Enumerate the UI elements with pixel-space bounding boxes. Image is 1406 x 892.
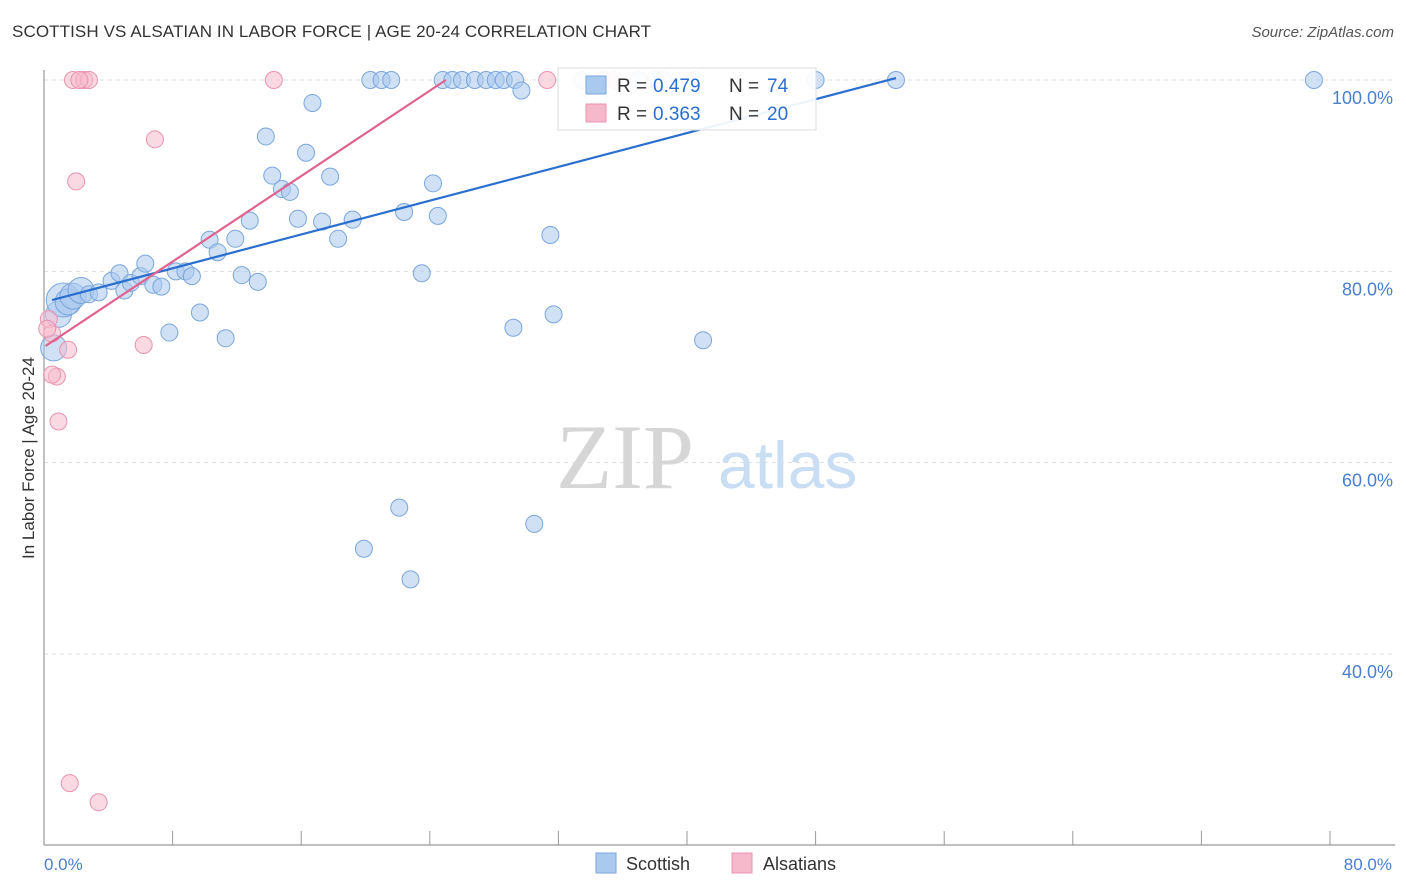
stats-r-label-alsatian: R = <box>617 104 647 125</box>
scottish-point <box>541 225 560 244</box>
stats-n-label-alsatian: N = <box>729 104 759 125</box>
scottish-point <box>190 303 209 322</box>
alsatian-point <box>67 172 86 191</box>
alsatian-point <box>49 412 68 431</box>
alsatian-point <box>43 365 62 384</box>
scottish-point <box>390 498 409 517</box>
scottish-point <box>428 206 447 225</box>
y-tick-label: 40.0% <box>1342 662 1393 682</box>
stats-n-value-scottish: 74 <box>767 76 789 97</box>
scottish-point <box>288 209 307 228</box>
scottish-point <box>160 323 179 342</box>
alsatian-point <box>60 774 79 793</box>
scottish-point <box>354 539 373 558</box>
chart-title: SCOTTISH VS ALSATIAN IN LABOR FORCE | AG… <box>12 22 652 41</box>
scottish-point <box>152 277 171 296</box>
scottish-point <box>424 174 443 193</box>
points-layer <box>38 71 1323 812</box>
alsatian-point <box>134 335 153 354</box>
y-tick-labels: 40.0% 60.0% 80.0% 100.0% <box>1332 88 1393 682</box>
y-tick-label: 60.0% <box>1342 471 1393 491</box>
y-axis-label: In Labor Force | Age 20-24 <box>19 357 38 559</box>
alsatian-point <box>145 130 164 149</box>
alsatian-point <box>538 71 557 89</box>
scottish-point <box>226 229 245 248</box>
watermark-zip: ZIP <box>556 406 694 508</box>
scottish-point <box>512 81 531 100</box>
scottish-point <box>321 167 340 186</box>
alsatian-point <box>59 340 78 359</box>
scottish-point <box>382 71 401 89</box>
stats-n-value-alsatian: 20 <box>767 104 788 125</box>
y-tick-label: 80.0% <box>1342 279 1393 299</box>
scottish-point <box>544 305 563 324</box>
scottish-point <box>412 264 431 283</box>
watermark-atlas: atlas <box>718 428 857 502</box>
stats-swatch-alsatian <box>585 103 607 123</box>
scottish-point <box>240 211 259 230</box>
series-legend: Scottish Alsatians <box>595 852 836 874</box>
scottish-point <box>263 166 282 185</box>
legend-label-alsatian: Alsatians <box>763 854 836 874</box>
x-ticks <box>43 831 1331 845</box>
stats-swatch-scottish <box>585 75 607 95</box>
y-tick-label: 100.0% <box>1332 88 1393 108</box>
scottish-point <box>504 318 523 337</box>
scottish-point <box>232 266 251 285</box>
stats-r-value-alsatian: 0.363 <box>653 104 701 125</box>
alsatian-trend-line <box>44 79 447 347</box>
scottish-point <box>329 229 348 248</box>
stats-r-value-scottish: 0.479 <box>653 76 701 97</box>
alsatian-point <box>38 319 57 338</box>
stats-r-label-scottish: R = <box>617 76 647 97</box>
scottish-point <box>136 254 155 273</box>
scottish-point <box>248 272 267 291</box>
alsatian-point <box>89 793 108 812</box>
scottish-point <box>216 329 235 348</box>
stats-n-label-scottish: N = <box>729 76 759 97</box>
x-tick-label-min: 0.0% <box>44 855 83 874</box>
scottish-point <box>525 514 544 533</box>
alsatian-point <box>264 71 283 89</box>
source-credit: Source: ZipAtlas.com <box>1251 24 1394 41</box>
scottish-point <box>694 331 713 350</box>
grid-layer <box>44 79 1395 655</box>
legend-swatch-scottish <box>595 852 617 874</box>
x-tick-label-max: 80.0% <box>1344 855 1392 874</box>
alsatian-point <box>70 71 89 89</box>
legend-label-scottish: Scottish <box>626 854 690 874</box>
scottish-point <box>1304 71 1323 89</box>
scottish-point <box>182 267 201 286</box>
scottish-point <box>280 182 299 201</box>
stats-legend: R = 0.479 N = 74 R = 0.363 N = 20 <box>557 67 817 131</box>
scottish-point <box>256 127 275 146</box>
scottish-point <box>303 93 322 112</box>
legend-swatch-alsatian <box>731 852 753 874</box>
scottish-point <box>401 570 420 589</box>
scottish-point <box>297 143 316 162</box>
